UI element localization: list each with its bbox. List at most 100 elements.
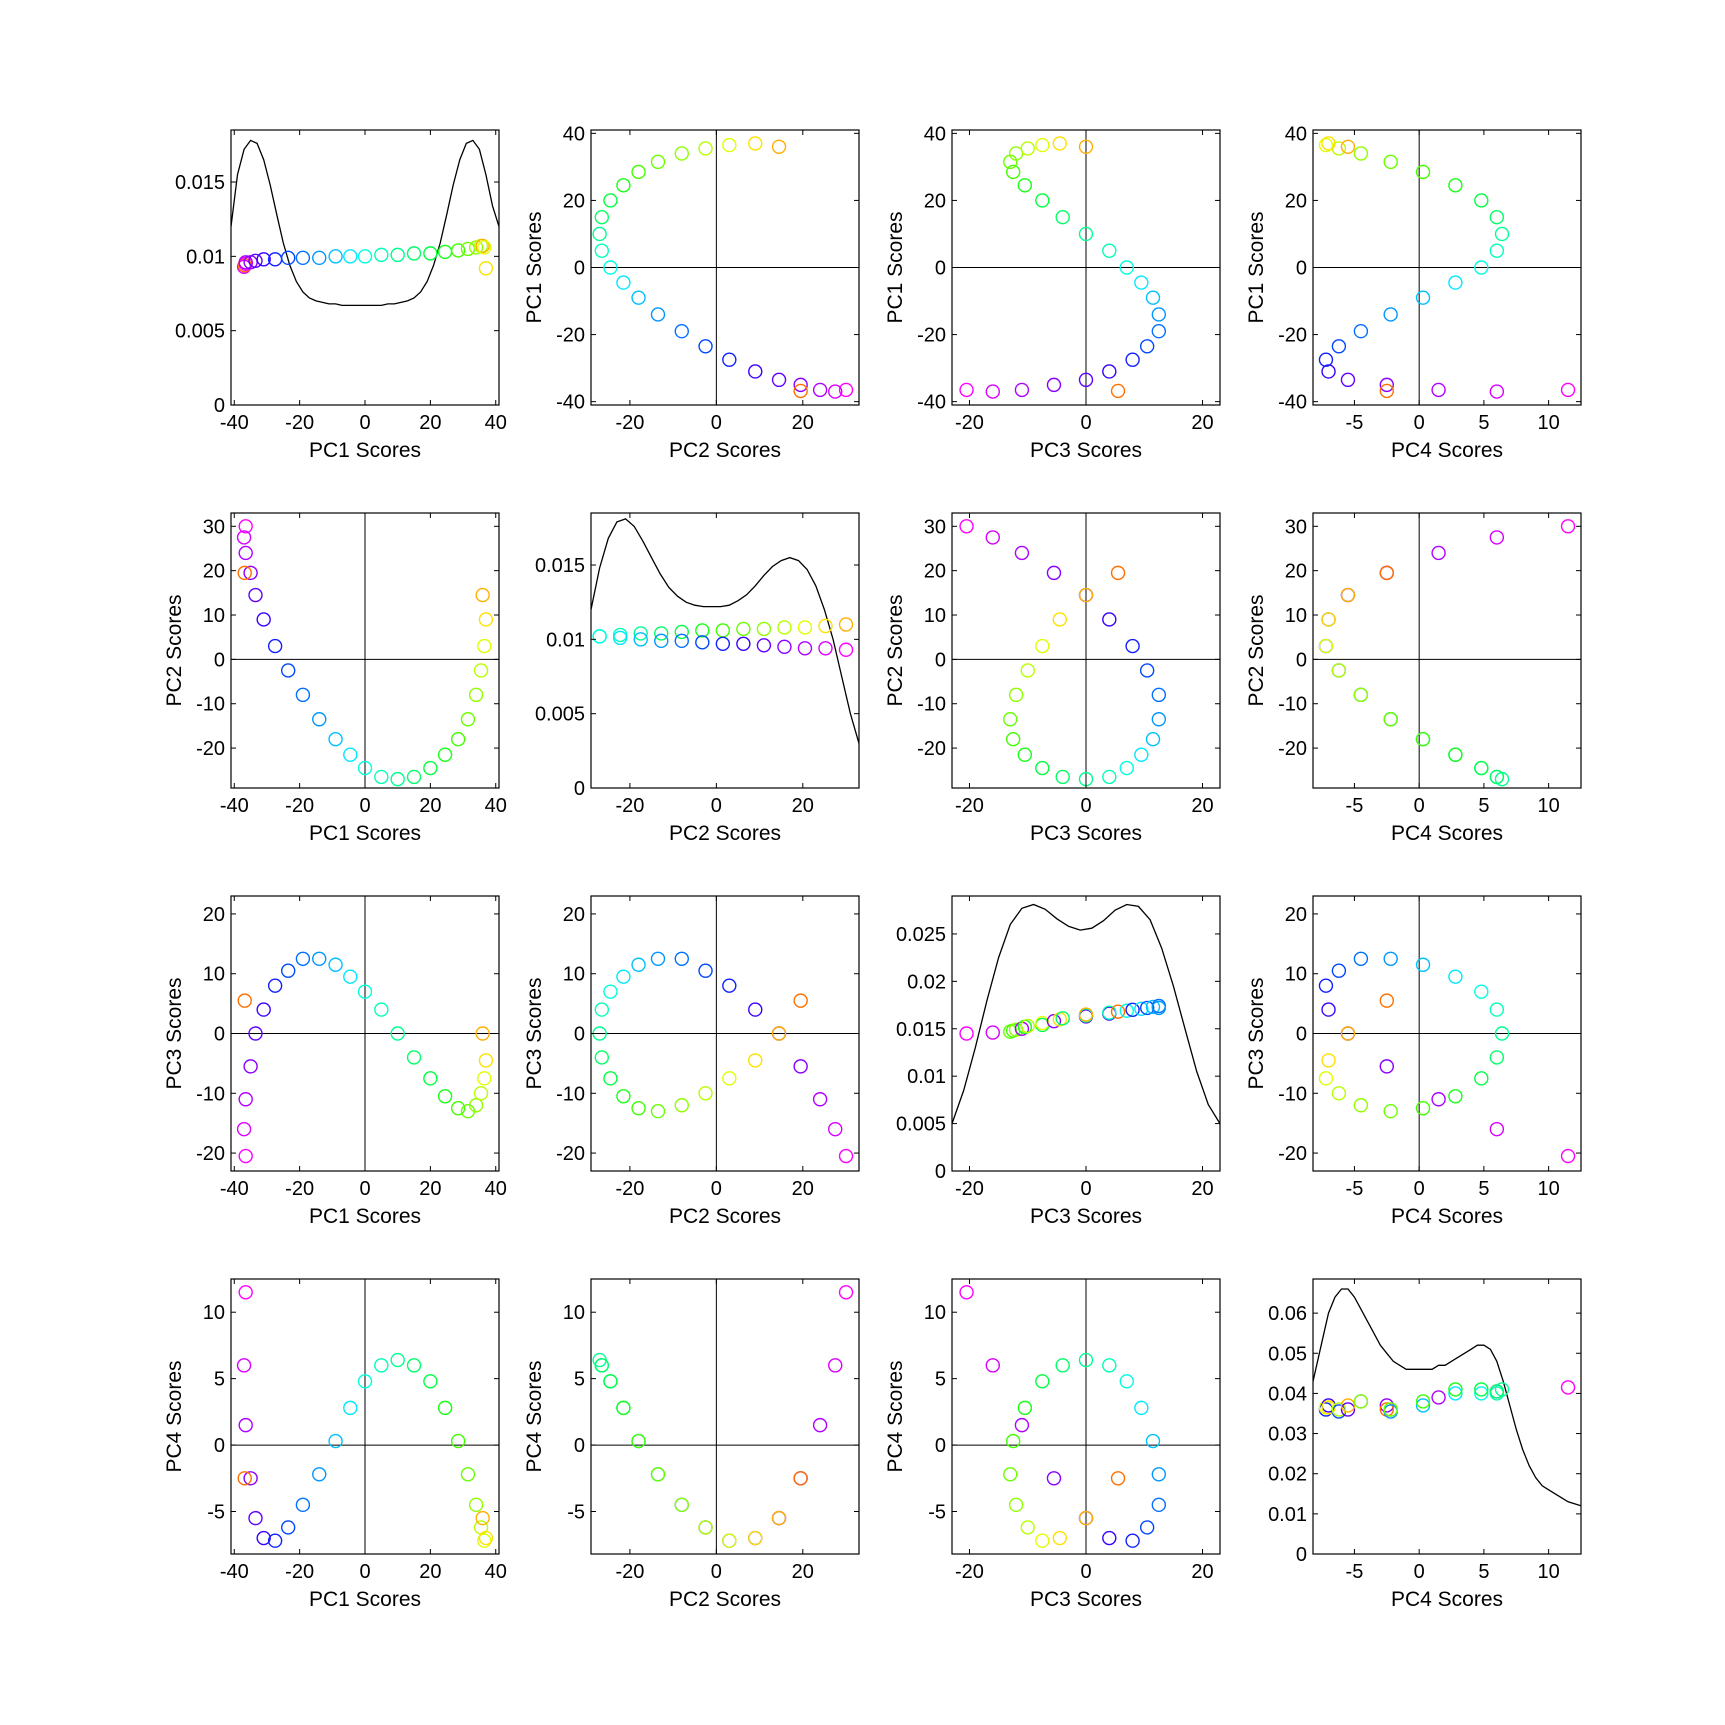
data-point (698, 1086, 713, 1101)
data-point (1353, 324, 1369, 339)
panel-pc2-vs-pc2: -20 0 20 0 0.005 0.01 0.015 PC2 Scores (535, 512, 860, 845)
data-point (771, 1026, 787, 1041)
x-axis-label: PC3 Scores (1030, 439, 1142, 462)
data-point (1474, 1071, 1489, 1086)
data-point (280, 963, 296, 978)
data-point (1448, 275, 1463, 290)
data-point (1474, 260, 1489, 275)
x-tick-label: -20 (955, 1561, 984, 1583)
data-point (256, 252, 271, 267)
data-point (674, 324, 689, 339)
data-point (603, 193, 618, 208)
y-tick-label: 20 (563, 190, 585, 212)
x-tick-label: -20 (615, 1178, 644, 1200)
data-point (616, 1089, 631, 1104)
data-point (468, 687, 484, 703)
x-tick-label: 10 (1538, 1561, 1560, 1583)
x-tick-label: -20 (285, 1561, 314, 1583)
x-axis-label: PC1 Scores (309, 822, 421, 845)
data-point (237, 565, 252, 581)
x-tick-label: 10 (1538, 1178, 1560, 1200)
data-point (1474, 760, 1489, 776)
x-axis-label: PC1 Scores (309, 1205, 421, 1228)
plot-area (591, 518, 859, 744)
data-point (603, 1374, 618, 1389)
data-point (295, 250, 311, 266)
axes-box (1312, 512, 1582, 789)
data-point (238, 255, 253, 270)
data-point (1151, 307, 1167, 322)
y-tick-label: 0.02 (907, 971, 946, 993)
data-point (1003, 712, 1018, 727)
data-point (475, 1510, 490, 1526)
data-point (238, 1148, 253, 1164)
data-point (748, 1530, 763, 1546)
y-axis-label: PC2 Scores (163, 594, 186, 706)
axes-box (590, 512, 860, 789)
x-axis-label: PC1 Scores (309, 439, 421, 462)
data-point (280, 1520, 296, 1535)
data-point (1145, 999, 1161, 1015)
x-tick-label: 20 (1191, 795, 1213, 817)
y-tick-label: -40 (917, 392, 946, 414)
x-axis-label: PC1 Scores (309, 1588, 421, 1611)
data-point (674, 146, 689, 161)
data-point (674, 1497, 689, 1513)
x-tick-label: 0 (1414, 1178, 1425, 1200)
data-point (1151, 1497, 1167, 1513)
data-point (1125, 1002, 1140, 1017)
data-point (1055, 1011, 1070, 1026)
data-point (248, 1026, 263, 1041)
data-point (633, 632, 648, 647)
x-tick-label: 0 (359, 412, 370, 434)
data-point (1415, 290, 1431, 305)
y-tick-label: 0.04 (1268, 1383, 1307, 1405)
data-point (1035, 1533, 1050, 1548)
data-point (1331, 1402, 1347, 1417)
data-point (812, 1092, 828, 1107)
data-point (295, 687, 311, 703)
y-tick-label: -20 (556, 325, 585, 347)
density-curve (952, 903, 1220, 1124)
x-axis-label: PC4 Scores (1391, 1588, 1503, 1611)
data-point (473, 663, 489, 678)
y-tick-label: 5 (935, 1369, 946, 1391)
x-tick-label: 20 (792, 795, 814, 817)
data-point (1078, 1510, 1094, 1526)
y-tick-label: -20 (1278, 325, 1307, 347)
panel-pc4-vs-pc3: -20 0 20 -5 0 5 10 PC3 Scores PC4 Scores (884, 1278, 1221, 1611)
data-point (1014, 545, 1030, 561)
data-point (237, 1471, 252, 1486)
density-curve (591, 518, 859, 744)
data-point (1102, 769, 1117, 785)
x-tick-label: 5 (1478, 1561, 1489, 1583)
data-point (1035, 1374, 1050, 1389)
x-tick-label: 0 (1080, 795, 1091, 817)
data-point (756, 638, 772, 653)
data-point (603, 260, 618, 275)
data-point (478, 612, 494, 627)
y-tick-label: 30 (203, 516, 225, 538)
y-tick-label: 5 (574, 1369, 585, 1391)
data-point (1383, 712, 1398, 727)
data-point (1379, 993, 1394, 1008)
data-point (1110, 1471, 1126, 1486)
y-tick-label: 0.01 (907, 1066, 946, 1088)
plot-area (952, 513, 1220, 788)
data-point (1340, 587, 1356, 603)
data-point (674, 633, 689, 649)
data-point (612, 627, 628, 643)
y-tick-label: -10 (556, 1083, 585, 1105)
data-point (959, 1285, 974, 1300)
y-tick-label: 0.03 (1268, 1424, 1307, 1446)
data-point (243, 1059, 258, 1074)
data-point (256, 1530, 271, 1546)
y-tick-label: 0.02 (1268, 1464, 1307, 1486)
data-point (756, 621, 772, 637)
data-point (985, 1025, 1000, 1040)
plot-area (952, 1279, 1220, 1554)
data-point (1134, 1001, 1149, 1017)
data-point (248, 587, 263, 603)
data-point (423, 246, 438, 261)
y-tick-label: 0 (935, 1435, 946, 1457)
